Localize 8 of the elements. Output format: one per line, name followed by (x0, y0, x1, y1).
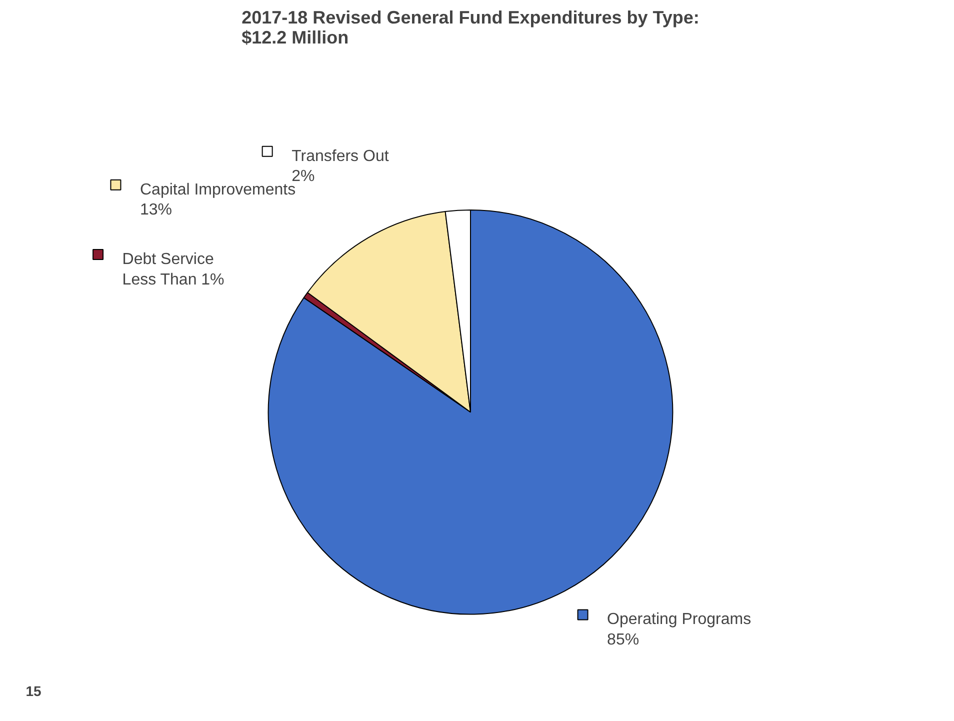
legend-label: Operating Programs (607, 611, 752, 628)
text: 15 (26, 683, 42, 700)
data-label: Less Than 1% (122, 271, 224, 288)
legend-label: Debt Service (122, 250, 214, 268)
legend-label: Transfers Out (292, 148, 390, 165)
chart-title: 2017-18 Revised General Fund Expenditures by Type: $12.2 Million (242, 8, 700, 48)
data-label: 85% (607, 632, 640, 649)
data-label: 13% (140, 202, 172, 219)
